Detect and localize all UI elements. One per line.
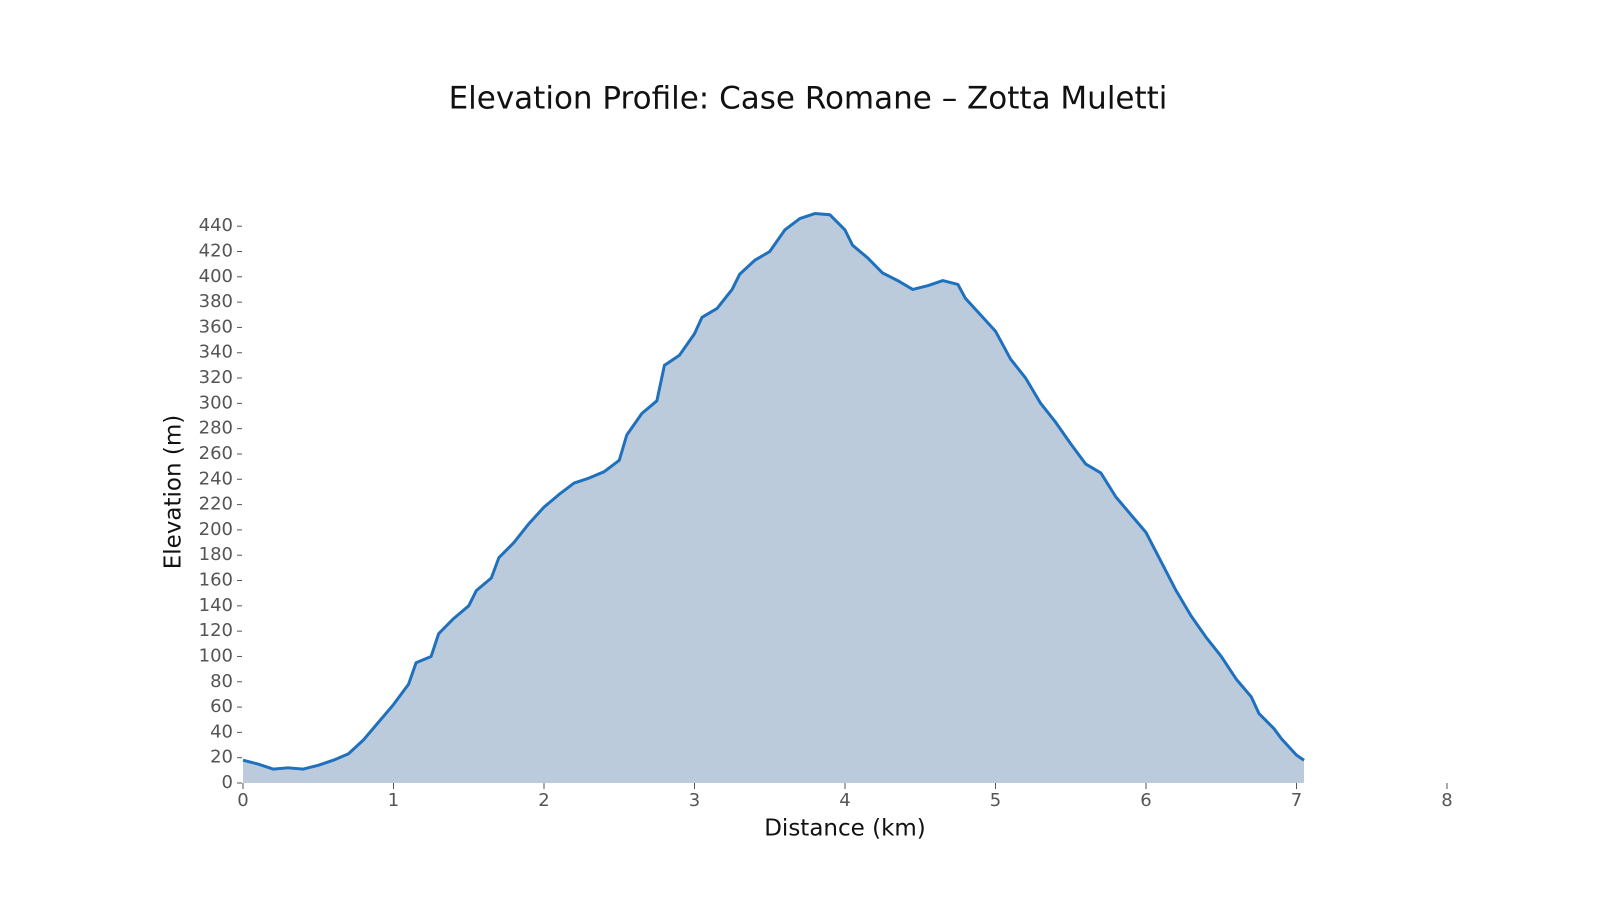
- y-tick-label: 100: [199, 645, 233, 666]
- y-tick-label: 440: [199, 215, 233, 236]
- y-tick-label: 0: [222, 772, 233, 793]
- y-tick-label: 220: [199, 494, 233, 515]
- y-tick-label: 320: [199, 367, 233, 388]
- y-tick-label: 260: [199, 443, 233, 464]
- elevation-line: [242, 212, 1305, 771]
- x-tick-label: 5: [990, 790, 1001, 811]
- y-tick-label: 340: [199, 342, 233, 363]
- y-tick-label: 160: [199, 570, 233, 591]
- y-tick-label: 400: [199, 266, 233, 287]
- x-tick-label: 6: [1140, 790, 1151, 811]
- y-tick-label: 40: [210, 721, 233, 742]
- y-tick-label: 120: [199, 620, 233, 641]
- y-tick-label: 80: [210, 671, 233, 692]
- y-tick-label: 380: [199, 291, 233, 312]
- x-axis-label: Distance (km): [764, 816, 926, 842]
- y-tick-label: 360: [199, 316, 233, 337]
- y-tick-label: 20: [210, 747, 233, 768]
- y-tick-label: 420: [199, 240, 233, 261]
- x-tick-label: 0: [237, 790, 248, 811]
- x-tick-label: 8: [1441, 790, 1452, 811]
- y-tick-label: 60: [210, 696, 233, 717]
- x-tick-label: 3: [689, 790, 700, 811]
- y-tick-label: 180: [199, 544, 233, 565]
- y-tick-label: 200: [199, 519, 233, 540]
- y-tick-label: 240: [199, 468, 233, 489]
- x-tick-label: 4: [839, 790, 850, 811]
- y-tick-label: 300: [199, 392, 233, 413]
- y-tick-label: 140: [199, 595, 233, 616]
- y-axis-label: Elevation (m): [161, 415, 187, 570]
- x-tick-label: 1: [388, 790, 399, 811]
- elevation-area: [243, 213, 1305, 783]
- x-tick-label: 2: [538, 790, 549, 811]
- chart-title: Elevation Profile: Case Romane – Zotta M…: [449, 81, 1168, 117]
- y-tick-label: 280: [199, 418, 233, 439]
- x-tick-label: 7: [1291, 790, 1302, 811]
